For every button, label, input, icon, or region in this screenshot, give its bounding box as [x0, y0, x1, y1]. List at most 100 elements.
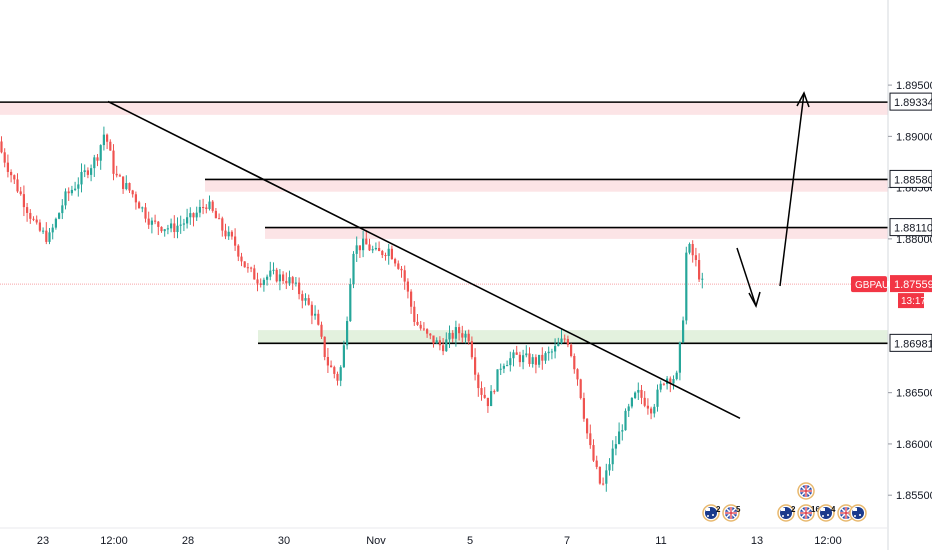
event-marker[interactable]: 5 [722, 504, 741, 522]
event-marker[interactable]: 4 [817, 504, 836, 522]
candle [323, 336, 326, 361]
candle [637, 382, 640, 401]
candle [438, 336, 441, 351]
candle [109, 139, 112, 151]
candle [515, 345, 518, 355]
event-count: 5 [736, 505, 741, 514]
candle [614, 436, 617, 456]
candle [538, 354, 541, 368]
candle [608, 458, 611, 476]
candle [573, 353, 576, 374]
candle [454, 320, 457, 347]
y-tick-label: 1.86500 [896, 388, 932, 400]
candle [598, 466, 601, 485]
candle [624, 408, 627, 431]
candle [10, 169, 13, 183]
candle [387, 243, 390, 265]
candle [422, 322, 425, 331]
candle [362, 230, 365, 258]
candle [141, 206, 144, 213]
candle [502, 363, 505, 374]
trendline[interactable] [107, 100, 741, 420]
x-tick-label: 12:00 [814, 535, 842, 547]
candle [83, 164, 86, 178]
candle [474, 348, 477, 381]
candle [547, 346, 550, 361]
candle [592, 439, 595, 462]
candle [557, 337, 560, 347]
candle [490, 385, 493, 407]
current-price-value: 1.87559 [894, 279, 932, 291]
candle [246, 263, 249, 273]
candle [42, 227, 45, 234]
candle [182, 218, 185, 232]
candle [691, 240, 694, 263]
candle [582, 392, 585, 422]
candle [106, 133, 109, 150]
event-marker[interactable] [797, 482, 815, 500]
event-marker[interactable]: 16 [797, 504, 820, 522]
candle [426, 328, 429, 338]
arrow-head-icon [796, 91, 810, 108]
candle [13, 174, 16, 185]
projection-arrow-up[interactable] [779, 92, 805, 287]
candle [6, 154, 9, 178]
candle [483, 387, 486, 399]
candle [51, 223, 54, 240]
candle [381, 249, 384, 259]
candle [368, 238, 371, 251]
candle [522, 349, 525, 370]
candle [493, 389, 496, 395]
candle [122, 176, 125, 194]
candle [16, 173, 19, 193]
candle [394, 257, 397, 267]
bar-countdown: 13:17 [901, 296, 926, 307]
candle [198, 199, 201, 218]
candle [307, 294, 310, 306]
event-marker[interactable] [849, 504, 867, 522]
candle [467, 329, 470, 345]
candle [272, 262, 275, 275]
x-tick-label: 7 [564, 535, 570, 547]
price-level-label: 1.88580 [889, 169, 932, 188]
event-marker[interactable]: 2 [777, 504, 796, 522]
candle [291, 275, 294, 290]
candle [170, 218, 173, 233]
candle [646, 398, 649, 415]
arrow-head-icon [748, 291, 761, 308]
candle [445, 332, 448, 352]
x-tick-label: Nov [366, 535, 386, 547]
candle [320, 321, 323, 340]
candle [298, 277, 301, 300]
candle [240, 252, 243, 267]
projection-arrow-down[interactable] [736, 247, 757, 307]
candle [477, 372, 480, 397]
candle [602, 477, 605, 486]
event-marker[interactable]: 2 [702, 504, 721, 522]
candle [0, 136, 3, 154]
candle [470, 336, 473, 360]
svg-text:1.86981: 1.86981 [894, 338, 932, 350]
candle [176, 217, 179, 239]
candle [218, 213, 221, 220]
candle [410, 289, 413, 314]
candle [669, 376, 672, 393]
y-tick-label: 1.89500 [896, 80, 932, 92]
candle [294, 276, 297, 287]
candle [627, 403, 630, 417]
candle [371, 245, 374, 254]
candle [61, 199, 64, 220]
candle [374, 242, 377, 251]
candle [342, 340, 345, 369]
candle [403, 265, 406, 290]
candle [275, 267, 278, 283]
candle [195, 206, 198, 221]
candle [58, 212, 61, 220]
candle [224, 223, 227, 240]
svg-text:1.88110: 1.88110 [894, 223, 932, 235]
candle [528, 347, 531, 367]
candle [480, 381, 483, 401]
candle [304, 293, 307, 306]
